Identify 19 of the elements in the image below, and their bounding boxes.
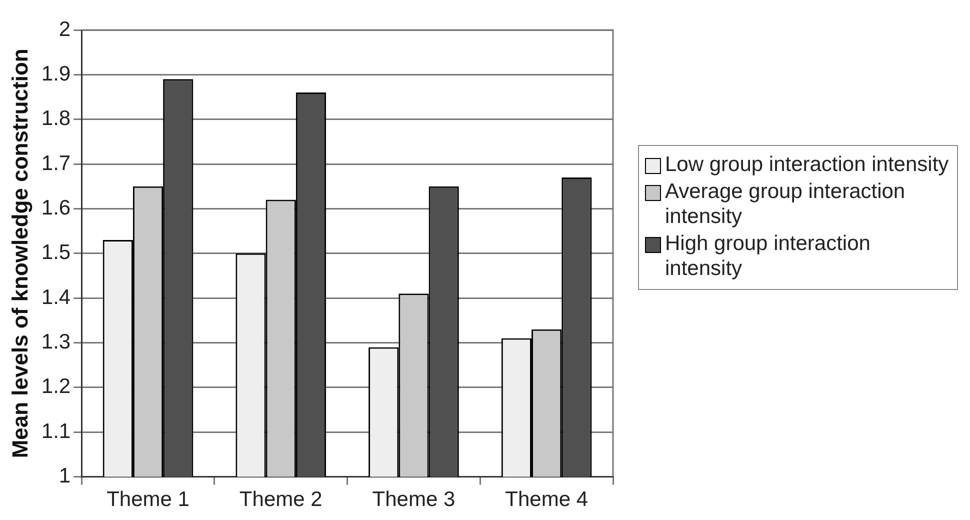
y-tick-label: 1.8	[41, 107, 71, 130]
y-tick-label: 1.5	[41, 241, 71, 264]
x-tick-label: Theme 3	[372, 488, 456, 512]
legend-label: Average group interaction intensity	[665, 179, 906, 229]
legend-label: Low group interaction intensity	[665, 152, 949, 177]
y-tick-label: 1.1	[41, 420, 71, 443]
x-tick-label: Theme 1	[106, 488, 190, 512]
y-tick-label: 2	[58, 18, 71, 41]
y-tick-label: 1.6	[41, 196, 71, 220]
y-tick-label: 1.7	[41, 152, 71, 175]
x-tick-label: Theme 4	[505, 488, 588, 512]
y-tick-label: 1.4	[41, 286, 71, 309]
y-tick-label: 1	[58, 464, 71, 488]
y-tick-label: 1.2	[41, 375, 71, 398]
x-tick-label: Theme 2	[239, 488, 322, 512]
y-axis-title: Mean levels of knowledge construction	[7, 48, 32, 458]
y-tick-label: 1.9	[41, 62, 71, 86]
y-tick-label: 1.3	[41, 330, 71, 354]
legend-label: High group interaction intensity	[665, 231, 872, 281]
